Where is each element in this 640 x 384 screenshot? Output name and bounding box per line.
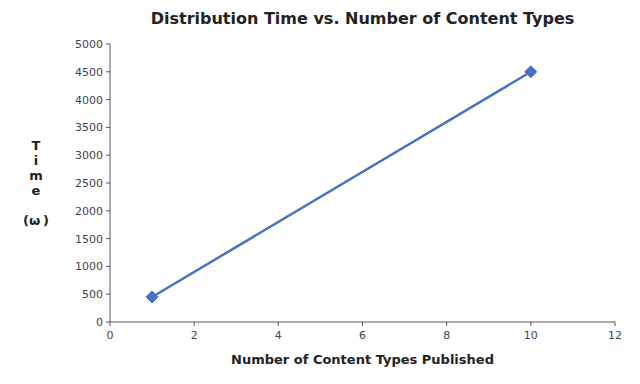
y-tick-label: 0 — [96, 316, 103, 329]
y-axis-label-line: m — [29, 168, 43, 183]
y-axis-label-line: e — [32, 183, 41, 198]
x-tick — [110, 322, 111, 326]
y-tick-label: 4500 — [75, 66, 103, 79]
x-tick-label: 10 — [524, 329, 538, 342]
data-point — [146, 291, 158, 303]
chart-container: Distribution Time vs. Number of Content … — [0, 0, 640, 384]
y-tick — [106, 210, 110, 211]
x-tick — [446, 322, 447, 326]
y-tick-label: 1500 — [75, 233, 103, 246]
y-tick — [106, 155, 110, 156]
chart-svg: Distribution Time vs. Number of Content … — [0, 0, 640, 384]
x-tick — [615, 322, 616, 326]
x-tick — [278, 322, 279, 326]
y-axis-label-line: i — [34, 153, 38, 168]
y-tick — [106, 44, 110, 45]
data-point — [525, 66, 537, 78]
plot-area — [146, 66, 537, 303]
y-axis-label: Time (ω ) — [23, 138, 49, 228]
y-tick-label: 3000 — [75, 149, 103, 162]
y-tick — [106, 99, 110, 100]
x-axis-label: Number of Content Types Published — [231, 352, 494, 367]
y-tick — [106, 71, 110, 72]
y-tick — [106, 183, 110, 184]
x-tick-label: 4 — [275, 329, 282, 342]
y-tick-label: 3500 — [75, 121, 103, 134]
x-tick — [362, 322, 363, 326]
y-tick — [106, 266, 110, 267]
y-axis-label-line: T — [32, 138, 41, 153]
y-tick — [106, 322, 110, 323]
y-tick-label: 2000 — [75, 205, 103, 218]
y-tick-label: 4000 — [75, 94, 103, 107]
title: Distribution Time vs. Number of Content … — [151, 9, 575, 28]
x-tick — [530, 322, 531, 326]
y-tick — [106, 294, 110, 295]
x-tick-label: 6 — [359, 329, 366, 342]
y-tick-label: 1000 — [75, 260, 103, 273]
y-axis-label-line: (ω ) — [23, 213, 49, 228]
y-tick-label: 2500 — [75, 177, 103, 190]
x-tick-label: 2 — [191, 329, 198, 342]
y-tick — [106, 127, 110, 128]
x-tick — [194, 322, 195, 326]
x-tick-label: 8 — [443, 329, 450, 342]
data-line — [152, 72, 531, 297]
x-tick-label: 12 — [608, 329, 622, 342]
x-tick-label: 0 — [107, 329, 114, 342]
y-tick — [106, 238, 110, 239]
y-tick-label: 500 — [82, 288, 103, 301]
y-tick-label: 5000 — [75, 38, 103, 51]
